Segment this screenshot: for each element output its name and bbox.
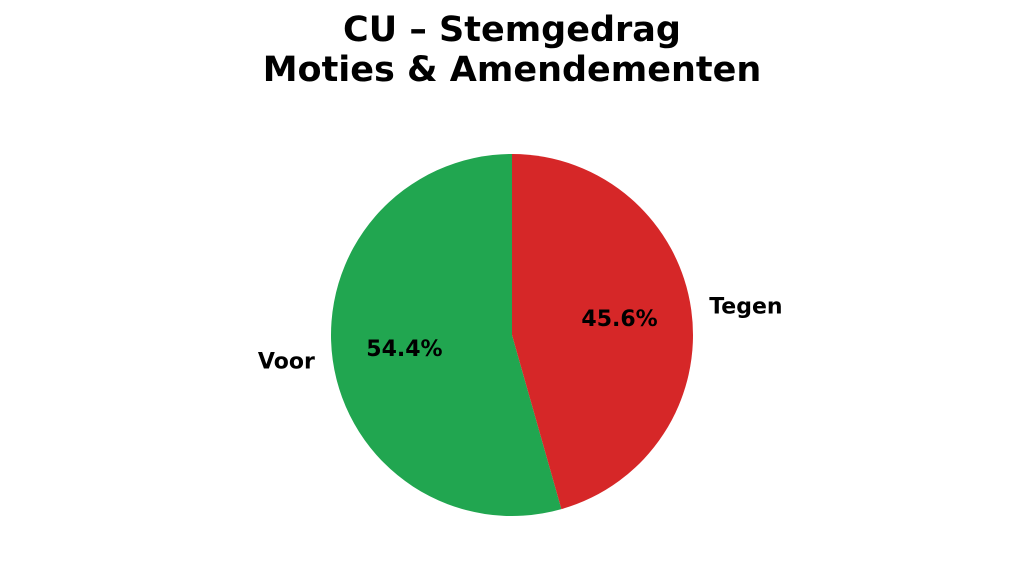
value-label: 54.4% bbox=[366, 337, 442, 362]
pie-slice bbox=[512, 154, 693, 510]
chart-title: CU – Stemgedrag bbox=[343, 10, 681, 50]
chart-title: Moties & Amendementen bbox=[263, 50, 762, 90]
value-label: 45.6% bbox=[581, 307, 657, 332]
slice-label: Tegen bbox=[709, 295, 782, 320]
slice-label: Voor bbox=[258, 349, 315, 374]
pie-slice bbox=[330, 154, 562, 517]
